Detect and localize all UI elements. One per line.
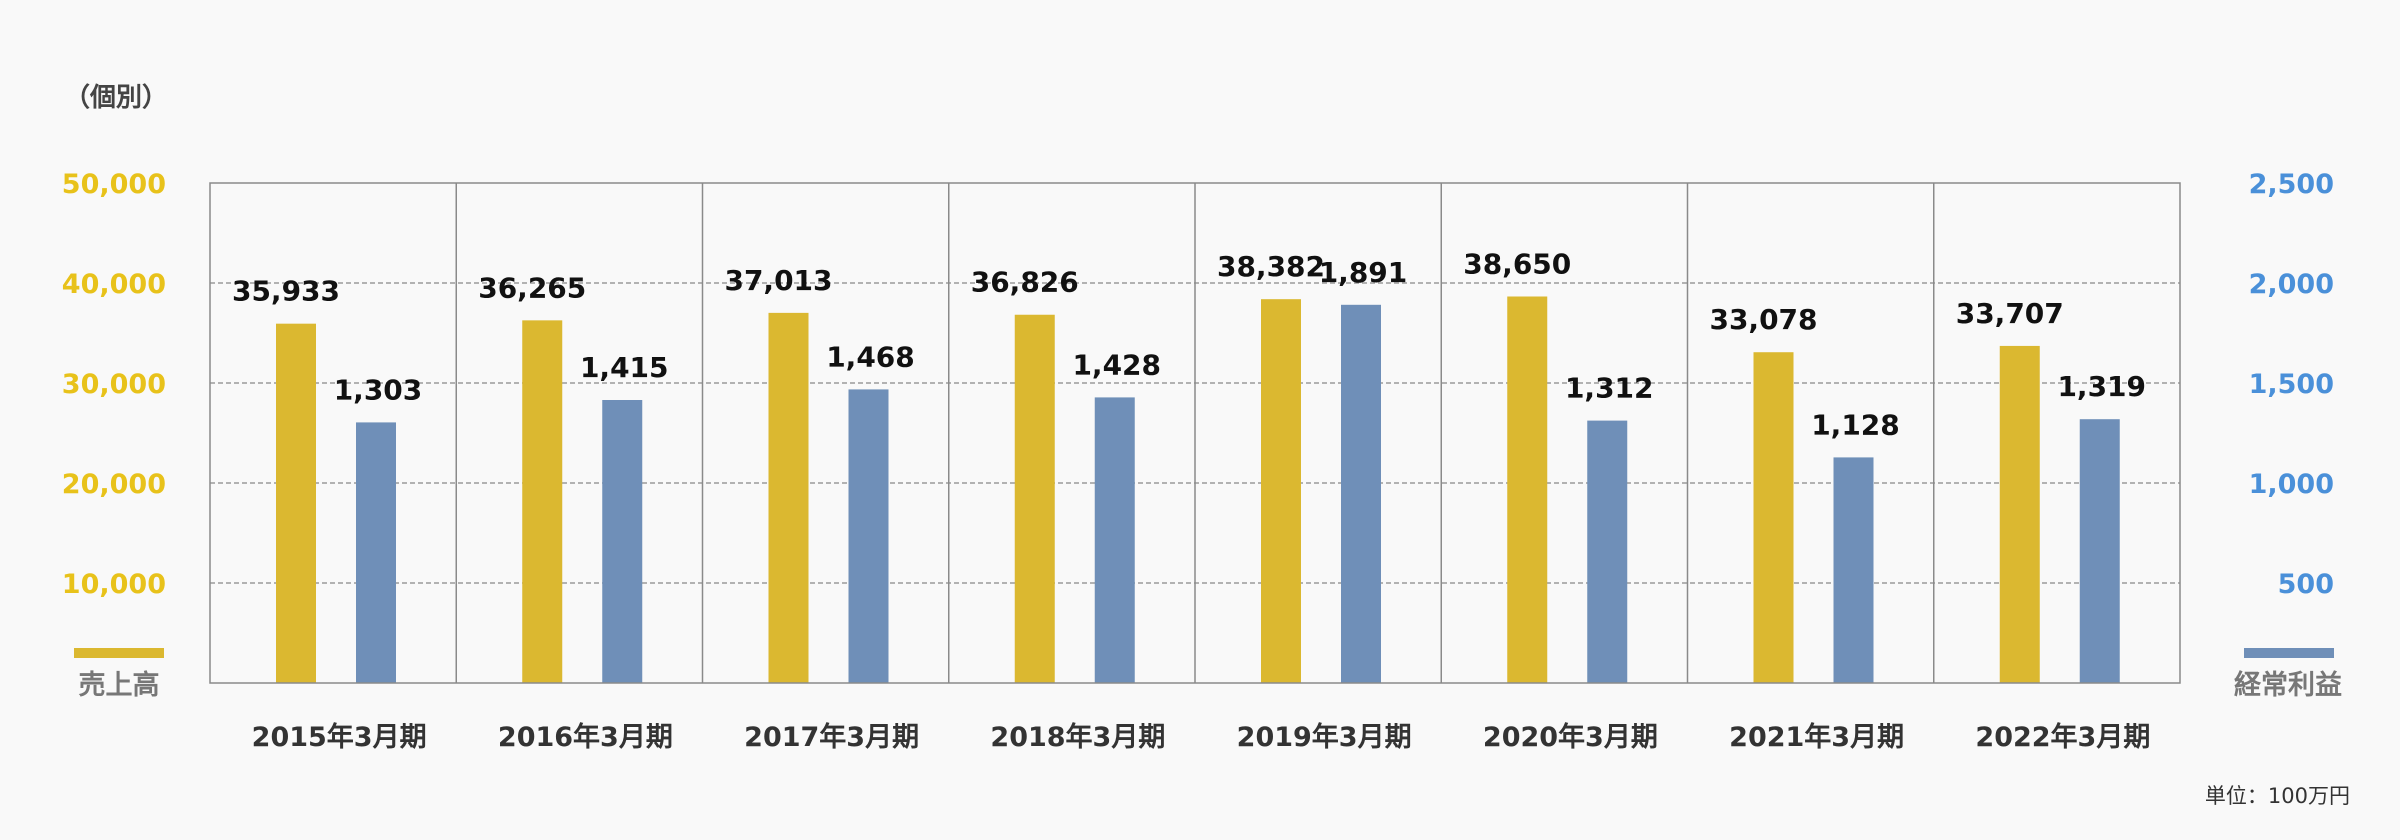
bar-sales xyxy=(276,323,316,683)
right-tick-label: 2,500 xyxy=(2249,169,2334,200)
legend-sales-label: 売上高 xyxy=(79,669,160,701)
category-label: 2022年3月期 xyxy=(1975,721,2150,753)
left-axis-ticks: 10,000 20,000 30,000 40,000 50,000 xyxy=(62,169,166,600)
value-label-sales: 37,013 xyxy=(724,264,832,297)
bar-profit xyxy=(848,389,889,683)
category-label: 2019年3月期 xyxy=(1237,721,1412,753)
left-tick-label: 30,000 xyxy=(62,369,166,400)
right-tick-label: 2,000 xyxy=(2249,269,2334,300)
category-label: 2021年3月期 xyxy=(1729,721,1904,753)
category-label: 2016年3月期 xyxy=(498,721,673,753)
bar-profit xyxy=(1587,420,1628,683)
bar-profit xyxy=(602,400,643,683)
bar-profit xyxy=(356,422,396,683)
value-label-sales: 38,650 xyxy=(1463,248,1571,281)
category-label: 2020年3月期 xyxy=(1483,721,1658,753)
right-axis-ticks: 500 1,000 1,500 2,000 2,500 xyxy=(2249,169,2334,600)
right-tick-label: 500 xyxy=(2278,569,2334,600)
legend-profit-label: 経常利益 xyxy=(2234,669,2342,701)
category-label: 2018年3月期 xyxy=(990,721,1165,753)
unit-label: 単位：100万円 xyxy=(2205,784,2350,808)
scope-label: （個別） xyxy=(64,83,168,113)
bar-profit xyxy=(1094,397,1135,683)
legend-sales-swatch xyxy=(74,648,164,658)
category-labels: 2015年3月期 2016年3月期 2017年3月期 2018年3月期 2019年3月期… xyxy=(252,721,2151,753)
value-label-profit: 1,468 xyxy=(826,340,915,373)
value-label-profit: 1,312 xyxy=(1565,372,1654,405)
bar-profit xyxy=(2079,419,2120,683)
category-label: 2015年3月期 xyxy=(252,721,427,753)
right-tick-label: 1,500 xyxy=(2249,369,2334,400)
plot-frame xyxy=(209,182,2181,684)
left-tick-label: 50,000 xyxy=(62,169,166,200)
bar-sales xyxy=(1999,345,2040,683)
value-label-profit: 1,303 xyxy=(334,373,423,406)
bar-sales xyxy=(1507,296,1548,683)
legend-sales: 売上高 xyxy=(74,648,164,701)
value-label-profit: 1,319 xyxy=(2057,370,2146,403)
bar-sales xyxy=(768,312,809,683)
category-label: 2017年3月期 xyxy=(744,721,919,753)
legend-profit-swatch xyxy=(2244,648,2334,658)
bar-sales xyxy=(1014,314,1055,683)
left-tick-label: 20,000 xyxy=(62,469,166,500)
value-label-profit: 1,428 xyxy=(1072,348,1161,381)
value-label-profit: 1,891 xyxy=(1319,256,1408,289)
value-labels: 35,933 1,303 36,265 1,415 37,013 1,468 36,826 1… xyxy=(232,248,2146,442)
value-label-profit: 1,128 xyxy=(1811,408,1900,441)
bar-profit xyxy=(1833,457,1874,683)
value-label-sales: 38,382 xyxy=(1217,250,1325,283)
value-label-sales: 36,265 xyxy=(478,271,586,304)
value-label-sales: 33,078 xyxy=(1709,303,1817,336)
value-label-sales: 33,707 xyxy=(1956,297,2064,330)
bar-sales xyxy=(1261,299,1301,683)
bar-profit xyxy=(1341,304,1381,683)
legend-profit: 経常利益 xyxy=(2234,648,2342,701)
left-tick-label: 40,000 xyxy=(62,269,166,300)
value-label-sales: 35,933 xyxy=(232,275,340,308)
right-tick-label: 1,000 xyxy=(2249,469,2334,500)
bars xyxy=(276,296,2120,683)
bar-sales xyxy=(1753,352,1794,683)
left-tick-label: 10,000 xyxy=(62,569,166,600)
value-label-sales: 36,826 xyxy=(971,266,1079,299)
bar-sales xyxy=(522,320,563,683)
value-label-profit: 1,415 xyxy=(580,351,669,384)
